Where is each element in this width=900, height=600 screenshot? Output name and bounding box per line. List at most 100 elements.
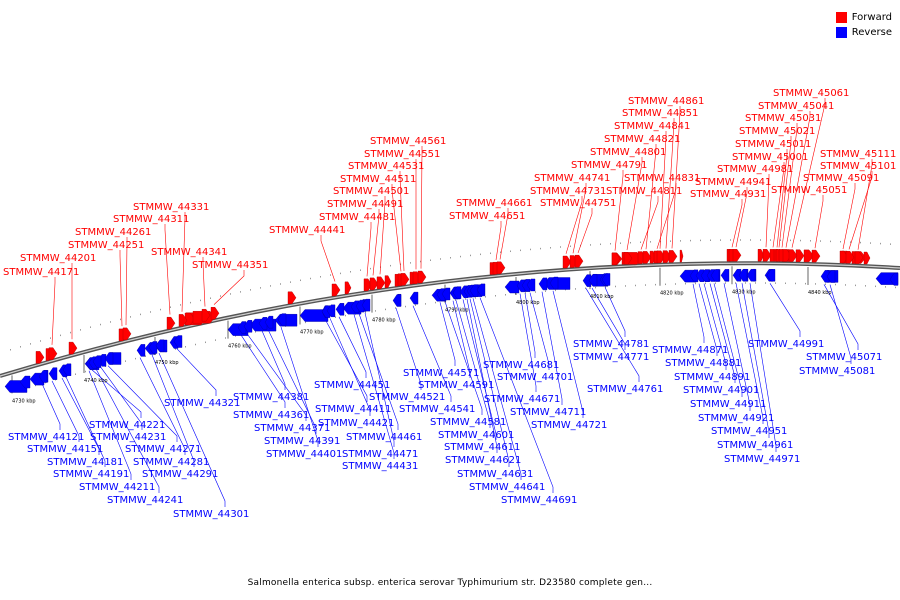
reverse-gene-label[interactable]: STMMW_44891 <box>674 372 750 383</box>
reverse-gene-label[interactable]: STMMW_44631 <box>457 469 533 480</box>
forward-gene-label[interactable]: STMMW_44731 <box>530 186 606 197</box>
reverse-gene-label[interactable]: STMMW_44541 <box>399 404 475 415</box>
reverse-gene-arrow[interactable] <box>689 269 699 283</box>
forward-gene-label[interactable]: STMMW_45031 <box>745 113 821 124</box>
forward-gene-label[interactable]: STMMW_45021 <box>739 126 815 137</box>
forward-gene-label[interactable]: STMMW_44561 <box>370 136 446 147</box>
forward-gene-arrow[interactable] <box>331 283 341 297</box>
reverse-gene-arrow[interactable] <box>19 375 31 389</box>
forward-gene-label[interactable]: STMMW_44801 <box>590 147 666 158</box>
reverse-gene-label[interactable]: STMMW_44471 <box>342 449 418 460</box>
forward-gene-label[interactable]: STMMW_44941 <box>695 177 771 188</box>
forward-gene-arrow[interactable] <box>562 255 572 269</box>
reverse-gene-arrow[interactable] <box>588 274 598 287</box>
forward-gene-arrow[interactable] <box>496 261 506 275</box>
forward-gene-label[interactable]: STMMW_44811 <box>606 186 682 197</box>
forward-gene-label[interactable]: STMMW_44331 <box>133 202 209 213</box>
forward-gene-label[interactable]: STMMW_45091 <box>803 173 879 184</box>
reverse-gene-arrow[interactable] <box>237 321 247 334</box>
reverse-gene-arrow[interactable] <box>732 269 742 282</box>
reverse-gene-arrow[interactable] <box>361 298 371 312</box>
forward-gene-arrow[interactable] <box>384 275 392 288</box>
reverse-gene-label[interactable]: STMMW_44881 <box>665 358 741 369</box>
reverse-gene-arrow[interactable] <box>355 299 365 313</box>
forward-gene-arrow[interactable] <box>757 249 765 262</box>
forward-gene-arrow[interactable] <box>795 249 805 262</box>
forward-gene-label[interactable]: STMMW_45011 <box>735 139 811 150</box>
forward-gene-arrow[interactable] <box>210 307 220 320</box>
forward-gene-arrow[interactable] <box>803 249 815 263</box>
reverse-gene-label[interactable]: STMMW_44221 <box>89 420 165 431</box>
reverse-gene-arrow[interactable] <box>392 294 402 307</box>
reverse-gene-label[interactable]: STMMW_44181 <box>47 457 123 468</box>
reverse-gene-label[interactable]: STMMW_44191 <box>53 469 129 480</box>
reverse-gene-label[interactable]: STMMW_44241 <box>107 495 183 506</box>
forward-gene-label[interactable]: STMMW_44841 <box>614 121 690 132</box>
forward-gene-label[interactable]: STMMW_44851 <box>622 108 698 119</box>
reverse-gene-arrow[interactable] <box>277 313 287 326</box>
reverse-gene-arrow[interactable] <box>92 355 102 368</box>
reverse-gene-arrow[interactable] <box>710 269 720 282</box>
forward-gene-arrow[interactable] <box>642 251 652 264</box>
reverse-gene-label[interactable]: STMMW_44601 <box>438 430 514 441</box>
reverse-gene-arrow[interactable] <box>136 344 146 357</box>
reverse-gene-arrow[interactable] <box>335 303 345 316</box>
forward-gene-arrow[interactable] <box>811 249 821 263</box>
reverse-gene-label[interactable]: STMMW_44461 <box>346 432 422 443</box>
reverse-gene-label[interactable]: STMMW_44451 <box>314 380 390 391</box>
forward-gene-label[interactable]: STMMW_44981 <box>717 164 793 175</box>
forward-gene-arrow[interactable] <box>854 251 864 264</box>
forward-gene-label[interactable]: STMMW_44931 <box>690 189 766 200</box>
reverse-gene-label[interactable]: STMMW_44911 <box>690 399 766 410</box>
reverse-gene-arrow[interactable] <box>549 276 559 290</box>
reverse-gene-label[interactable]: STMMW_44211 <box>79 482 155 493</box>
reverse-gene-arrow[interactable] <box>264 315 274 329</box>
forward-gene-label[interactable]: STMMW_44831 <box>624 173 700 184</box>
forward-gene-label[interactable]: STMMW_44821 <box>604 134 680 145</box>
reverse-gene-arrow[interactable] <box>326 304 336 318</box>
forward-gene-arrow[interactable] <box>762 249 772 262</box>
reverse-gene-label[interactable]: STMMW_44381 <box>233 392 309 403</box>
forward-gene-label[interactable]: STMMW_44481 <box>319 212 395 223</box>
forward-gene-arrow[interactable] <box>287 291 297 304</box>
forward-gene-label[interactable]: STMMW_44531 <box>348 161 424 172</box>
reverse-gene-arrow[interactable] <box>582 274 592 287</box>
reverse-gene-label[interactable]: STMMW_44921 <box>698 413 774 424</box>
forward-gene-label[interactable]: STMMW_45001 <box>732 152 808 163</box>
reverse-gene-label[interactable]: STMMW_44641 <box>469 482 545 493</box>
forward-gene-arrow[interactable] <box>623 252 633 265</box>
forward-gene-arrow[interactable] <box>845 251 855 264</box>
reverse-gene-label[interactable]: STMMW_44961 <box>717 440 793 451</box>
reverse-gene-arrow[interactable] <box>526 278 536 292</box>
reverse-gene-arrow[interactable] <box>155 339 165 352</box>
reverse-gene-label[interactable]: STMMW_44281 <box>133 457 209 468</box>
forward-gene-arrow[interactable] <box>122 327 132 341</box>
forward-gene-label[interactable]: STMMW_45111 <box>820 149 896 160</box>
forward-gene-arrow[interactable] <box>611 252 621 266</box>
forward-gene-arrow[interactable] <box>35 351 45 364</box>
reverse-gene-arrow[interactable] <box>409 291 419 305</box>
forward-gene-arrow[interactable] <box>166 316 176 330</box>
reverse-gene-label[interactable]: STMMW_44681 <box>483 360 559 371</box>
reverse-gene-label[interactable]: STMMW_44361 <box>233 410 309 421</box>
reverse-gene-label[interactable]: STMMW_44391 <box>264 436 340 447</box>
reverse-gene-arrow[interactable] <box>504 280 520 294</box>
forward-gene-arrow[interactable] <box>178 314 188 327</box>
reverse-gene-label[interactable]: STMMW_44151 <box>27 444 103 455</box>
forward-gene-arrow[interactable] <box>344 281 352 295</box>
forward-gene-label[interactable]: STMMW_44661 <box>456 198 532 209</box>
reverse-gene-arrow[interactable] <box>766 269 776 282</box>
reverse-gene-label[interactable]: STMMW_44291 <box>142 469 218 480</box>
forward-gene-label[interactable]: STMMW_44501 <box>333 186 409 197</box>
forward-gene-label[interactable]: STMMW_45101 <box>820 161 896 172</box>
reverse-gene-label[interactable]: STMMW_44301 <box>173 509 249 520</box>
reverse-gene-label[interactable]: STMMW_44411 <box>315 404 391 415</box>
reverse-gene-arrow[interactable] <box>738 269 748 282</box>
reverse-gene-arrow[interactable] <box>62 363 72 376</box>
reverse-gene-label[interactable]: STMMW_44951 <box>711 426 787 437</box>
forward-gene-arrow[interactable] <box>68 341 78 355</box>
reverse-gene-arrow[interactable] <box>889 273 899 286</box>
reverse-gene-arrow[interactable] <box>258 317 268 330</box>
reverse-gene-label[interactable]: STMMW_44781 <box>573 339 649 350</box>
reverse-gene-arrow[interactable] <box>299 309 329 322</box>
